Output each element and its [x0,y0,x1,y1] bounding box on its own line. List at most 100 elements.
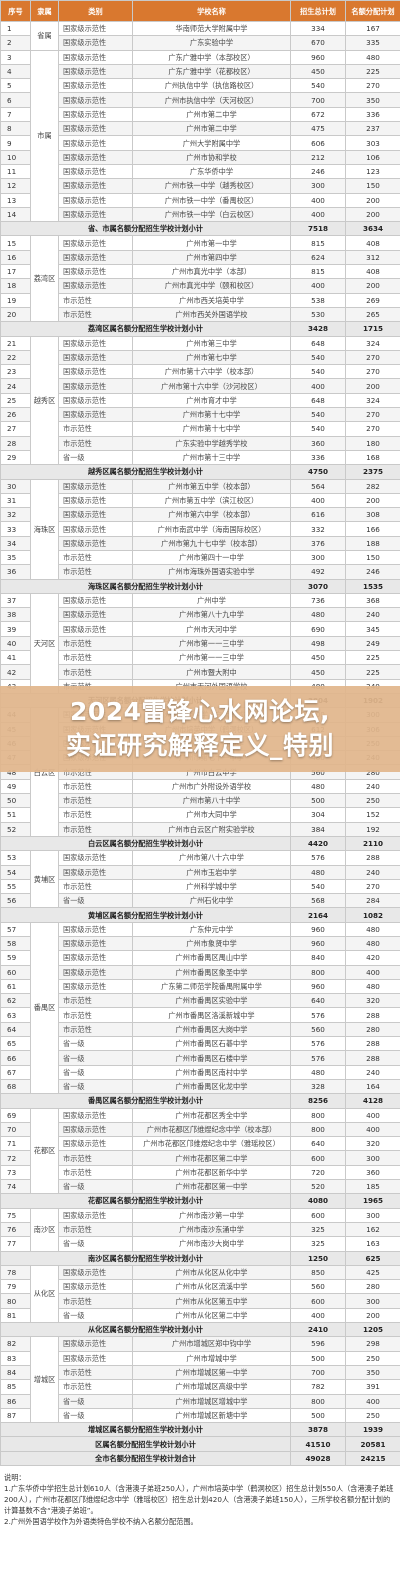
row-total-plan: 400 [290,492,346,509]
row-type: 市示范性 [58,650,133,666]
row-school: 广州市番禺区大岗中学 [132,1021,291,1038]
row-school: 广州市暨大附中 [132,664,291,680]
table-row: 17 国家级示范性 广州市真光中学（本部） 815 408 [0,264,400,280]
row-quota-plan: 166 [345,521,400,537]
row-type: 国家级示范性 [58,178,133,194]
table-row: 10 国家级示范性 广州市协和学校 212 106 [0,149,400,165]
row-type: 国家级示范性 [58,192,133,208]
row-school: 广州执信中学（执信路校区） [132,78,291,94]
row-seq: 5 [0,78,31,94]
row-quota-plan: 400 [345,1393,400,1409]
row-total-plan: 212 [290,149,346,165]
table-row: 51 市示范性 广州市大同中学 304 152 [0,807,400,823]
subtotal-total-plan: 3070 [290,578,346,594]
row-seq: 4 [0,63,31,80]
row-total-plan: 815 [290,264,346,280]
row-seq: 65 [0,1036,31,1052]
row-total-plan: 800 [290,1107,346,1123]
table-row: 14 国家级示范性 广州市铁一中学（白云校区） 400 200 [0,206,400,223]
row-seq: 62 [0,993,31,1009]
row-seq: 11 [0,163,31,180]
row-total-plan: 498 [290,635,346,652]
row-school: 广州市南沙第一中学 [132,1207,291,1223]
table-row: 16 国家级示范性 广州市第四中学 624 312 [0,249,400,266]
row-type: 省一级 [58,1307,133,1324]
row-type: 国家级示范性 [58,978,133,995]
row-school: 广东广雅中学（本部校区） [132,49,291,65]
row-seq: 24 [0,378,31,394]
table-row: 40 市示范性 广州市第一一三中学 498 249 [0,635,400,652]
row-seq: 66 [0,1050,31,1066]
row-seq: 85 [0,1379,31,1395]
row-quota-plan: 288 [345,1007,400,1023]
row-quota-plan: 284 [345,893,400,909]
subtotal-row: 越秀区属名额分配招生学校计划小计 4750 2375 [0,464,400,480]
row-total-plan: 720 [290,1164,346,1181]
row-seq: 18 [0,278,31,294]
row-type: 国家级示范性 [58,392,133,409]
subtotal-total-plan: 7518 [290,221,346,237]
table-row: 35 市示范性 广州市第四十一中学 300 150 [0,549,400,566]
row-total-plan: 600 [290,1293,346,1309]
row-seq: 33 [0,521,31,537]
table-row: 34 国家级示范性 广州市第九十七中学（校本部） 376 188 [0,535,400,551]
row-school: 广东广雅中学（花都校区） [132,63,291,80]
table-row: 54 国家级示范性 广州市玉岩中学 480 240 [0,864,400,880]
table-row: 42 市示范性 广州市暨大附中 450 225 [0,664,400,680]
row-quota-plan: 250 [345,1350,400,1366]
row-total-plan: 648 [290,392,346,409]
row-quota-plan: 300 [345,1150,400,1166]
row-type: 市示范性 [58,807,133,823]
table-row: 75 南沙区 国家级示范性 广州市南沙第一中学 600 300 [0,1207,400,1252]
row-quota-plan: 200 [345,1307,400,1324]
row-total-plan: 384 [290,821,346,837]
row-total-plan: 376 [290,535,346,551]
row-total-plan: 480 [290,607,346,623]
row-quota-plan: 480 [345,978,400,995]
table-row: 19 市示范性 广州市西关培英中学 538 269 [0,292,400,308]
row-type: 省一级 [58,1393,133,1409]
row-seq: 84 [0,1364,31,1381]
row-school: 广州市从化区流溪中学 [132,1279,291,1295]
notes: 说明： 1.广东华侨中学招生总计划610人（含港澳子弟班250人），广州市培英中… [0,1466,400,1527]
row-type: 国家级示范性 [58,478,133,494]
row-type: 市示范性 [58,549,133,566]
header-quota-plan: 名额分配计划 [345,0,400,22]
row-school: 广东实验中学 [132,35,291,51]
subtotal-label: 白云区属名额分配招生学校计划小计 [0,835,291,852]
row-school: 广州市第二中学 [132,106,291,123]
row-quota-plan: 288 [345,1036,400,1052]
row-total-plan: 540 [290,78,346,94]
row-school: 广州市玉岩中学 [132,864,291,880]
row-school: 广州市从化区第二中学 [132,1307,291,1324]
row-quota-plan: 400 [345,964,400,980]
row-seq: 17 [0,264,31,280]
row-area: 增城区 [30,1336,59,1424]
row-school: 广州市真光中学（颐和校区） [132,278,291,294]
row-quota-plan: 350 [345,1364,400,1381]
row-seq: 86 [0,1393,31,1409]
row-school: 广州市第一中学 [132,235,291,251]
row-quota-plan: 192 [345,821,400,837]
row-quota-plan: 150 [345,178,400,194]
subtotal-quota-plan: 2375 [345,464,400,480]
table-row: 67 省一级 广州市番禺区南村中学 480 240 [0,1064,400,1080]
row-type: 市示范性 [58,821,133,837]
row-quota-plan: 400 [345,1107,400,1123]
row-quota-plan: 391 [345,1379,400,1395]
table-row: 11 国家级示范性 广东华侨中学 246 123 [0,163,400,180]
row-quota-plan: 240 [345,778,400,795]
row-school: 广州市真光中学（本部） [132,264,291,280]
row-total-plan: 530 [290,306,346,323]
row-school: 广州市番禺区实验中学 [132,993,291,1009]
row-seq: 3 [0,49,31,65]
row-type: 国家级示范性 [58,1136,133,1152]
row-type: 市示范性 [58,292,133,308]
row-type: 国家级示范性 [58,35,133,51]
row-school: 广州市番禺区石碁中学 [132,1036,291,1052]
row-type: 国家级示范性 [58,149,133,165]
table-row: 65 省一级 广州市番禺区石碁中学 576 288 [0,1036,400,1052]
row-school: 广州市铁一中学（白云校区） [132,206,291,223]
row-quota-plan: 152 [345,807,400,823]
table-row: 76 市示范性 广州市南沙东涌中学 325 162 [0,1221,400,1238]
